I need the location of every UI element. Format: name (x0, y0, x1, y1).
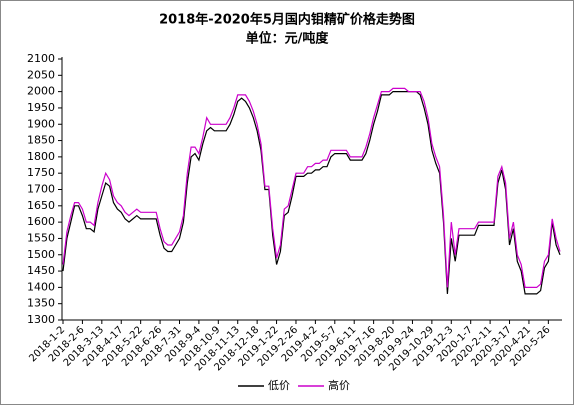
chart-title: 2018年-2020年5月国内钼精矿价格走势图 (159, 12, 415, 28)
y-tick-label: 1800 (27, 150, 55, 163)
chart-subtitle: 单位：元/吨度 (246, 31, 330, 47)
y-tick-label: 1500 (27, 248, 55, 261)
y-tick-label: 1700 (27, 183, 55, 196)
y-tick-label: 1600 (27, 215, 55, 228)
y-tick-label: 2050 (27, 68, 55, 81)
y-tick-label: 2100 (27, 52, 55, 65)
y-tick-label: 1450 (27, 264, 55, 277)
legend-label: 低价 (268, 379, 290, 392)
y-tick-label: 1300 (27, 313, 55, 326)
series-line (62, 90, 561, 295)
y-tick-label: 1350 (27, 297, 55, 310)
y-tick-label: 1650 (27, 199, 55, 212)
y-tick-label: 1550 (27, 231, 55, 244)
y-tick-label: 1400 (27, 280, 55, 293)
y-tick-label: 2000 (27, 85, 55, 98)
legend-label: 高价 (328, 378, 350, 392)
series-line (62, 87, 561, 288)
y-tick-label: 1950 (27, 101, 55, 114)
y-tick-label: 1900 (27, 117, 55, 130)
y-tick-label: 1750 (27, 166, 55, 179)
y-tick-label: 1850 (27, 134, 55, 147)
